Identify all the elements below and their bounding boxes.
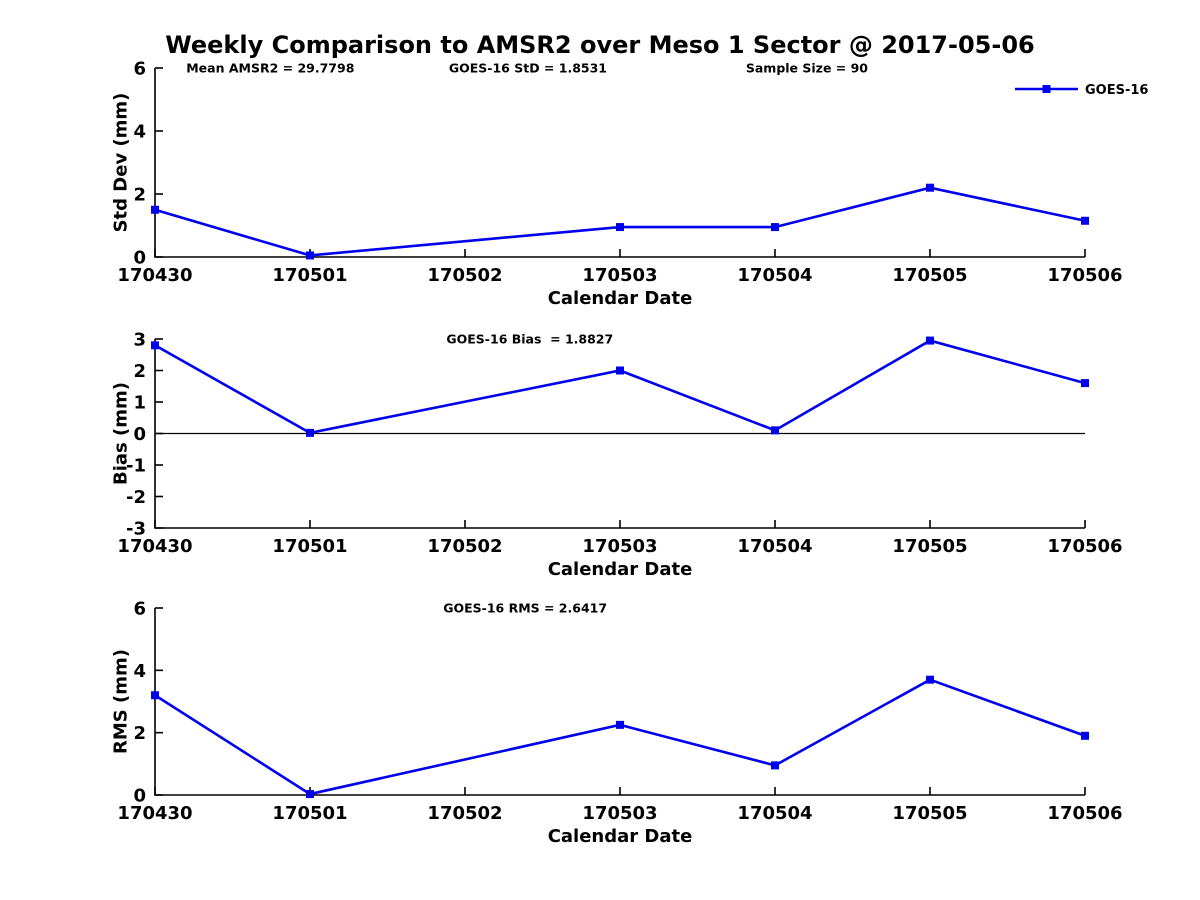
x-tick-label: 170506 — [1047, 265, 1122, 286]
x-tick-label: 170502 — [427, 265, 502, 286]
goes16-marker — [926, 675, 934, 684]
y-tick-label: 2 — [133, 723, 146, 744]
x-tick-label: 170506 — [1047, 803, 1122, 824]
x-tick-label: 170430 — [117, 536, 192, 557]
chart-title: Weekly Comparison to AMSR2 over Meso 1 S… — [165, 31, 1035, 59]
x-tick-label: 170504 — [737, 803, 812, 824]
x-tick-label: 170503 — [582, 803, 657, 824]
y-tick-label: -3 — [126, 519, 146, 540]
goes16-marker — [306, 790, 314, 799]
goes16-marker — [616, 366, 624, 375]
bias-subplot: -3 -2 -1 0 1 2 3 170430 170501 170502 170503 170504… — [110, 330, 1122, 581]
x-axis-label: Calendar Date — [548, 826, 693, 847]
legend-marker-icon — [1042, 85, 1051, 93]
y-tick-label: 0 — [133, 248, 146, 269]
x-tick-label: 170501 — [272, 536, 347, 557]
x-tick-label: 170501 — [272, 265, 347, 286]
y-tick-label: 6 — [133, 599, 146, 620]
x-tick-label: 170501 — [272, 803, 347, 824]
x-tick-label: 170430 — [117, 803, 192, 824]
x-tick-label: 170504 — [737, 265, 812, 286]
x-tick-label: 170502 — [427, 536, 502, 557]
y-tick-label: 2 — [133, 361, 146, 382]
goes16-marker — [926, 183, 934, 192]
y-tick-label: 6 — [133, 59, 146, 80]
x-tick-label: 170502 — [427, 803, 502, 824]
goes16-line — [154, 339, 1086, 435]
y-tick-label: 3 — [133, 330, 146, 351]
legend-label: GOES-16 — [1085, 83, 1148, 98]
stat-annotation: Mean AMSR2 = 29.7798 — [186, 61, 354, 76]
goes16-marker — [151, 341, 159, 350]
stat-annotation: GOES-16 Bias = 1.8827 — [446, 332, 613, 347]
y-tick-label: 1 — [133, 393, 146, 414]
y-tick-label: -2 — [126, 487, 146, 508]
y-tick-label: 4 — [133, 122, 146, 143]
goes16-marker — [1081, 216, 1089, 225]
rms-subplot: 0 2 4 6 170430 170501 170502 170503 170504 170505… — [110, 599, 1122, 848]
stat-annotation: Sample Size = 90 — [746, 61, 868, 76]
x-axis-label: Calendar Date — [548, 288, 693, 309]
goes16-line — [154, 678, 1086, 796]
x-tick-label: 170506 — [1047, 536, 1122, 557]
y-tick-label: -1 — [126, 456, 146, 477]
goes16-marker — [151, 691, 159, 700]
x-tick-label: 170505 — [892, 803, 967, 824]
y-tick-label: 4 — [133, 661, 146, 682]
x-tick-label: 170504 — [737, 536, 812, 557]
x-tick-label: 170503 — [582, 265, 657, 286]
axis-spines — [154, 608, 1085, 796]
goes16-marker — [771, 761, 779, 770]
goes16-marker — [771, 223, 779, 232]
y-axis-label: RMS (mm) — [110, 649, 131, 754]
goes16-marker — [306, 428, 314, 437]
x-tick-label: 170503 — [582, 536, 657, 557]
y-tick-label: 2 — [133, 185, 146, 206]
goes16-marker — [151, 205, 159, 214]
x-tick-label: 170505 — [892, 536, 967, 557]
goes16-marker — [616, 223, 624, 232]
goes16-line — [154, 186, 1086, 257]
std-dev-subplot: 0 2 4 6 170430 170501 170502 170503 170504 170505… — [110, 59, 1148, 310]
legend: GOES-16 — [1015, 83, 1148, 98]
goes16-marker — [926, 336, 934, 345]
goes16-marker — [616, 720, 624, 729]
y-tick-label: 0 — [133, 786, 146, 807]
x-tick-label: 170430 — [117, 265, 192, 286]
x-tick-label: 170505 — [892, 265, 967, 286]
stat-annotation: GOES-16 StD = 1.8531 — [449, 61, 607, 76]
y-tick-label: 0 — [133, 424, 146, 445]
goes16-marker — [771, 426, 779, 435]
y-axis-label: Bias (mm) — [110, 382, 131, 485]
x-axis-label: Calendar Date — [548, 559, 693, 580]
goes16-marker — [1081, 731, 1089, 740]
stat-annotation: GOES-16 RMS = 2.6417 — [443, 601, 607, 616]
y-axis-label: Std Dev (mm) — [110, 93, 131, 233]
goes16-marker — [306, 251, 314, 260]
goes16-marker — [1081, 379, 1089, 388]
